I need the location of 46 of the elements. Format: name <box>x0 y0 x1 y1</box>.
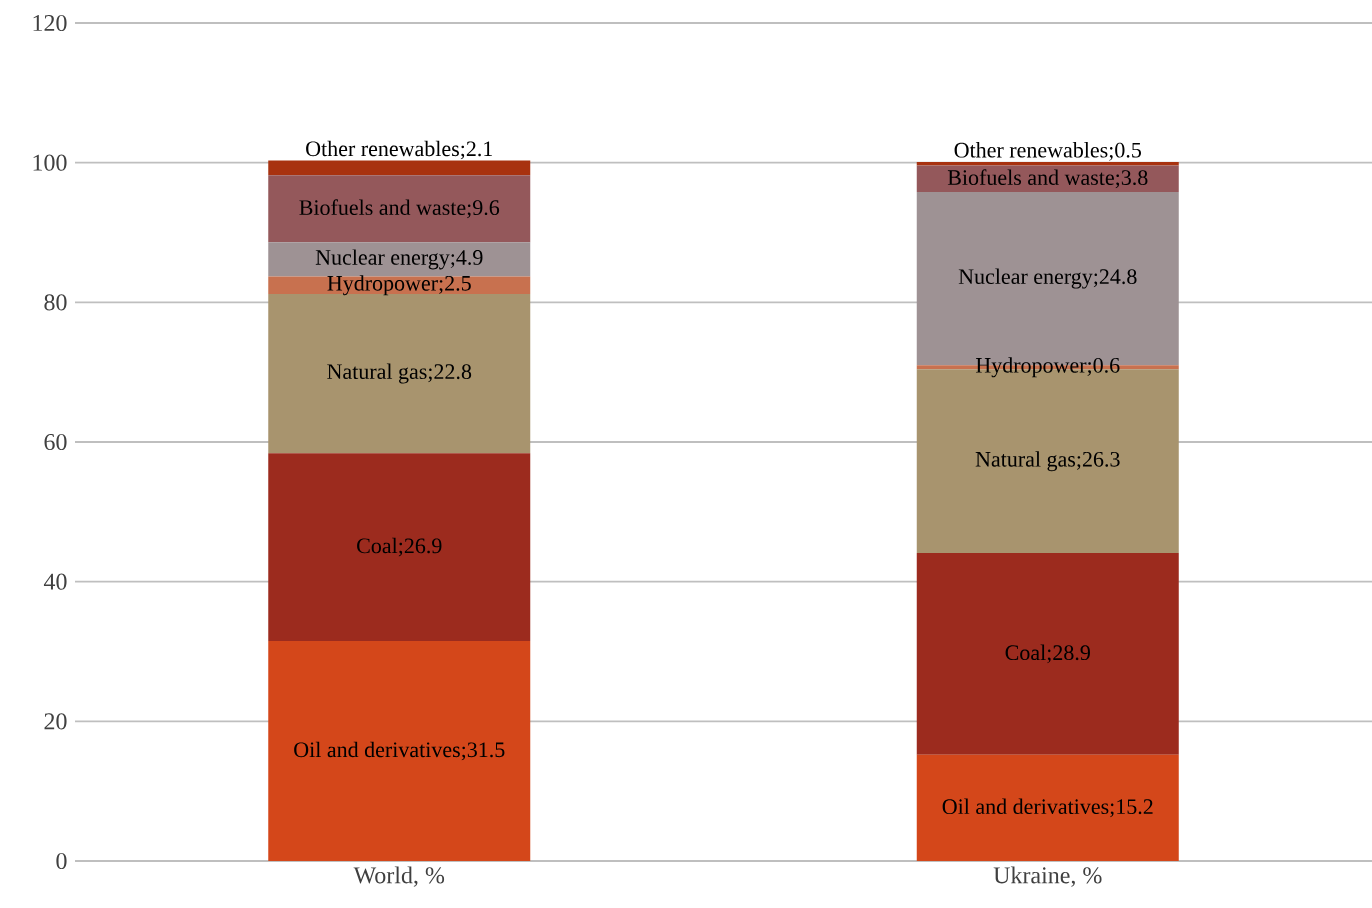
bar <box>916 553 1179 755</box>
y-tick-label: 80 <box>44 294 67 311</box>
bar <box>268 453 531 642</box>
data-label: ;31.5 <box>461 742 505 761</box>
x-tick-label: World, % <box>353 866 445 887</box>
y-tick-label: 0 <box>56 852 67 870</box>
bar <box>268 242 531 277</box>
text: Nuclear energy <box>958 268 1093 289</box>
series-label: Coal <box>357 537 398 554</box>
bar <box>916 165 1179 192</box>
y-tick-label: 120 <box>33 14 67 32</box>
series-label: Natural gas <box>327 363 427 384</box>
y-tick-label: 20 <box>44 713 67 730</box>
data-label: ;4.9 <box>450 250 483 269</box>
series-label: Oil and derivatives <box>294 741 460 758</box>
series-label: Biofuels and waste <box>947 169 1114 185</box>
text: Hydropower <box>975 357 1087 378</box>
series-label: Hydropower <box>327 275 438 296</box>
series-label: Nuclear energy <box>315 249 450 270</box>
text: Oil and derivatives <box>942 798 1109 815</box>
data-label: ;0.6 <box>1087 357 1120 376</box>
data-label: ;28.9 <box>1047 645 1090 664</box>
data-label: ;24.8 <box>1093 269 1137 288</box>
bar <box>268 175 531 243</box>
text: Coal <box>1005 644 1046 661</box>
bar <box>268 641 531 861</box>
text: Other renewables <box>954 142 1108 158</box>
bar <box>916 754 1179 861</box>
x-tick-label: Ukraine, % <box>993 866 1102 887</box>
text: Natural gas <box>975 451 1076 472</box>
data-label: ;2.1 <box>460 141 493 160</box>
data-label: ;0.5 <box>1109 142 1141 161</box>
data-label: ;2.5 <box>439 275 471 294</box>
series-label: Other renewables <box>306 140 459 157</box>
y-tick-label: 40 <box>43 573 67 590</box>
y-tick-label: 60 <box>44 433 67 451</box>
bar <box>268 276 531 294</box>
data-label: ;22.8 <box>428 364 472 383</box>
data-label: ;15.2 <box>1110 799 1153 818</box>
data-label: ;26.9 <box>398 538 442 557</box>
data-label: ;9.6 <box>467 200 500 219</box>
text: Biofuels and waste <box>299 199 466 216</box>
data-label: ;3.8 <box>1115 170 1148 189</box>
data-label: ;26.3 <box>1077 451 1120 470</box>
bar <box>268 160 531 176</box>
y-tick-label: 100 <box>33 154 67 171</box>
